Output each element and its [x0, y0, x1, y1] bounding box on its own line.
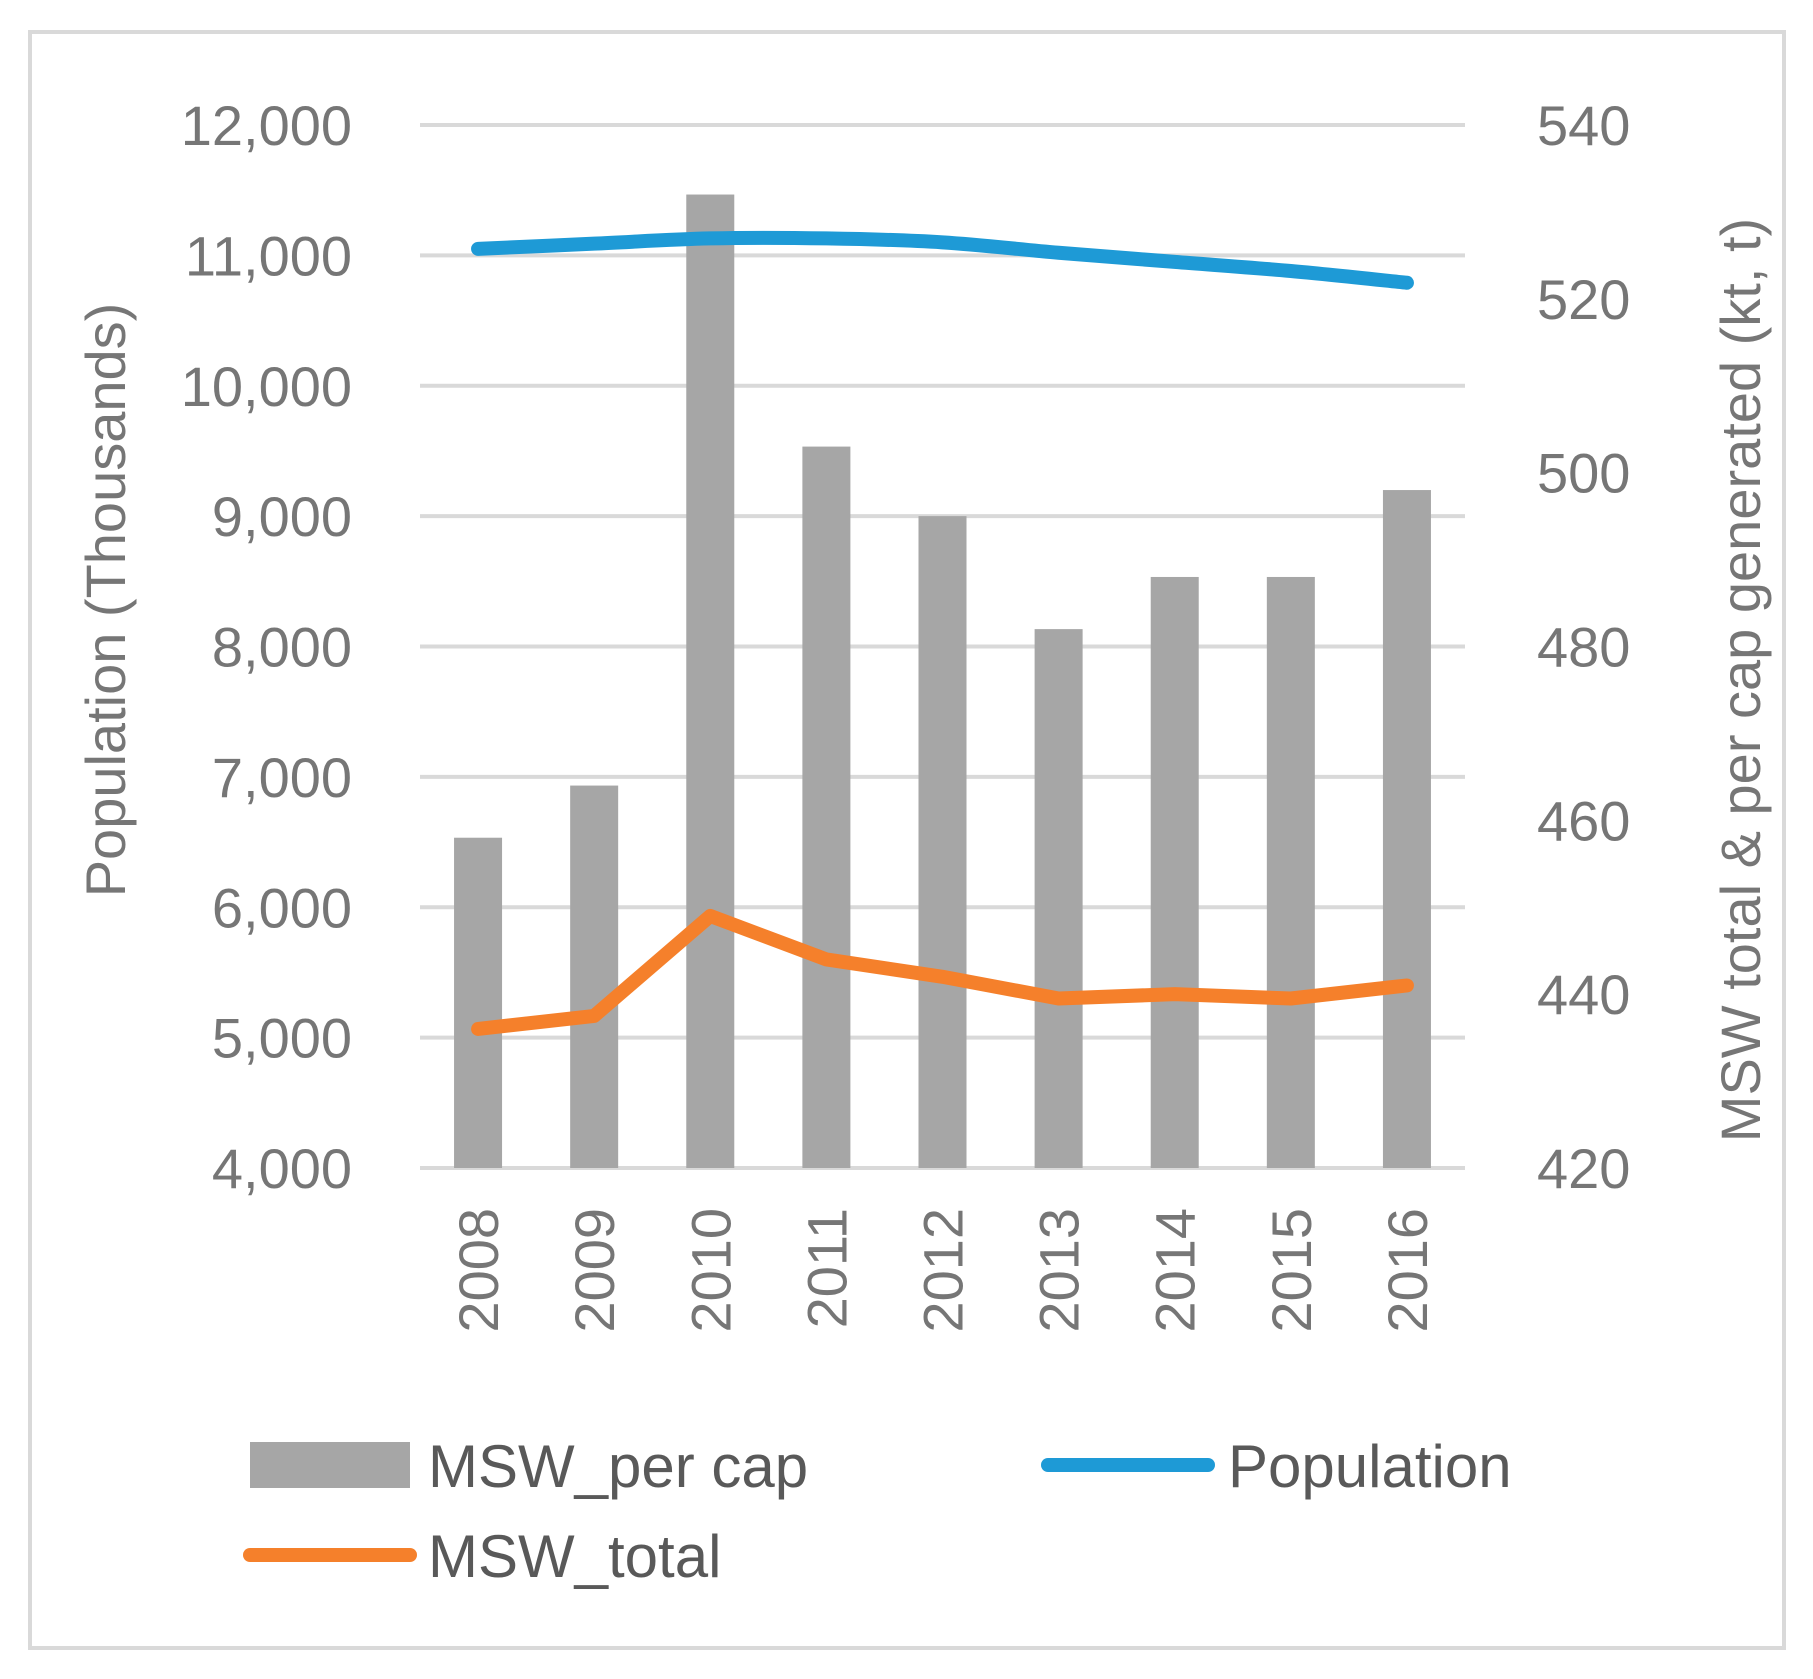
- right-axis-title: MSW total & per cap generated (kt, t): [1709, 218, 1772, 1142]
- x-tick-label: 2009: [563, 1208, 626, 1333]
- x-axis-ticks: 2008 2009 2010 2011 2012 2013 2014 2015 2016: [447, 1208, 1439, 1333]
- bar-msw-per-cap: [686, 194, 735, 1169]
- x-tick-label: 2015: [1260, 1208, 1323, 1333]
- right-tick-label: 440: [1537, 963, 1630, 1026]
- bar-msw-per-cap: [1266, 576, 1315, 1168]
- left-tick-label: 8,000: [212, 616, 352, 679]
- bar-msw-per-cap: [918, 516, 967, 1168]
- bar-msw-per-cap: [1382, 490, 1431, 1168]
- legend-label-msw-total: MSW_total: [428, 1523, 721, 1590]
- legend-label-population: Population: [1228, 1433, 1512, 1500]
- x-tick-label: 2016: [1376, 1208, 1439, 1333]
- left-tick-label: 5,000: [212, 1007, 352, 1070]
- left-tick-label: 12,000: [181, 94, 352, 157]
- right-tick-label: 520: [1537, 268, 1630, 331]
- right-tick-label: 460: [1537, 789, 1630, 852]
- bar-msw-per-cap: [454, 837, 503, 1168]
- line-series: [471, 230, 1414, 1036]
- right-tick-label: 540: [1537, 94, 1630, 157]
- bar-msw-per-cap: [802, 446, 851, 1168]
- left-tick-label: 9,000: [212, 485, 352, 548]
- bar-msw-per-cap: [1034, 629, 1083, 1168]
- left-tick-label: 6,000: [212, 876, 352, 939]
- x-tick-label: 2010: [679, 1208, 742, 1333]
- left-axis-title: Population (Thousands): [74, 303, 137, 898]
- left-tick-label: 7,000: [212, 746, 352, 809]
- legend-swatch-msw-per-cap: [250, 1442, 410, 1488]
- right-tick-label: 480: [1537, 616, 1630, 679]
- bar-msw-per-cap: [570, 785, 619, 1168]
- right-tick-label: 420: [1537, 1137, 1630, 1200]
- chart-frame: [28, 30, 1786, 1650]
- right-tick-label: 500: [1537, 442, 1630, 505]
- line-population: [471, 230, 1414, 290]
- x-tick-label: 2011: [795, 1208, 858, 1328]
- right-axis-ticks: 420 440 460 480 500 520 540: [1537, 94, 1630, 1200]
- x-tick-label: 2008: [447, 1208, 510, 1333]
- bars-msw-per-cap: [454, 194, 1431, 1169]
- left-tick-label: 11,000: [185, 224, 352, 287]
- bar-msw-per-cap: [1150, 576, 1199, 1168]
- legend: MSW_per cap Population MSW_total: [243, 1433, 1512, 1590]
- x-tick-label: 2013: [1028, 1208, 1091, 1333]
- left-tick-label: 10,000: [181, 355, 352, 418]
- x-tick-label: 2012: [912, 1208, 975, 1333]
- legend-label-msw-per-cap: MSW_per cap: [428, 1433, 808, 1500]
- line-msw-total: [471, 908, 1414, 1036]
- left-tick-label: 4,000: [212, 1137, 352, 1200]
- x-tick-label: 2014: [1144, 1208, 1207, 1333]
- left-axis-ticks: 4,000 5,000 6,000 7,000 8,000 9,000 10,000 11,0…: [181, 94, 352, 1200]
